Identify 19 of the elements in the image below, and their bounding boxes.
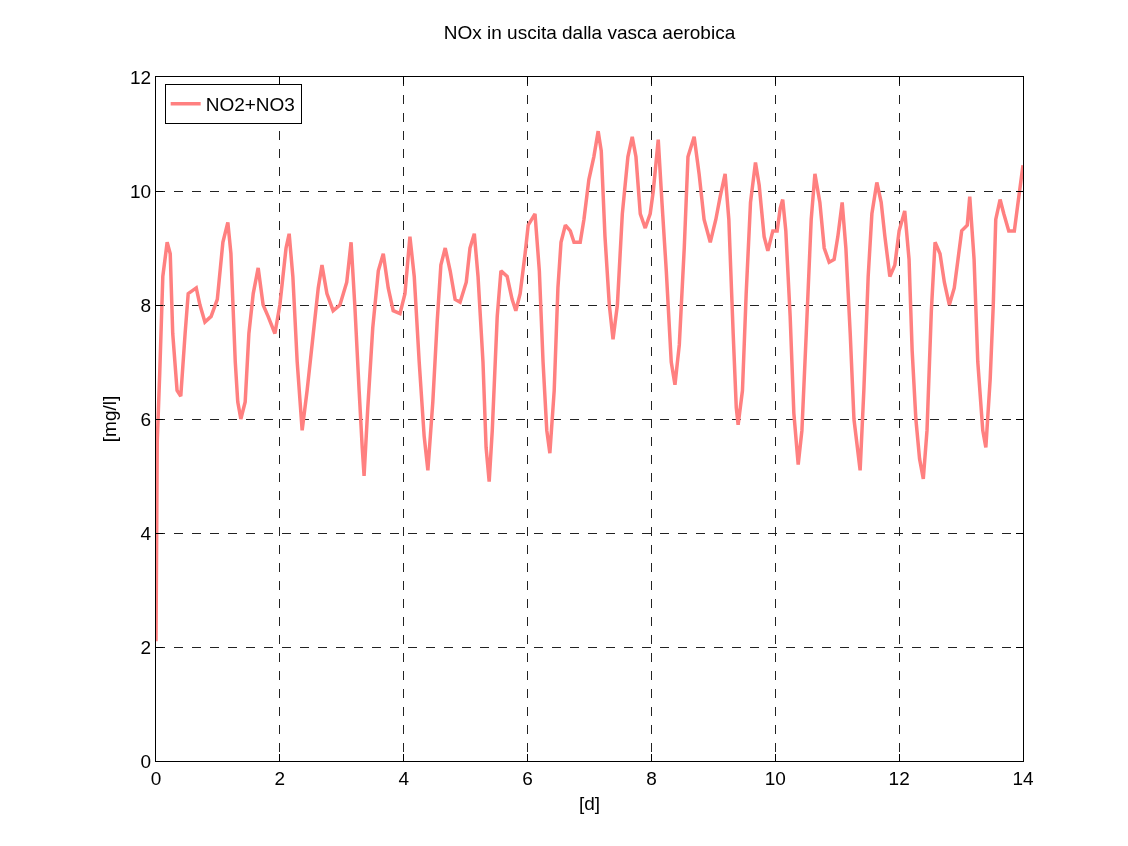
y-tick-label: 12 bbox=[129, 66, 152, 88]
x-tick-label: 10 bbox=[764, 767, 786, 789]
line-series bbox=[156, 129, 1023, 644]
y-tick-label: 2 bbox=[140, 636, 152, 658]
x-tick-label: 2 bbox=[274, 767, 286, 789]
y-axis-title: [mg/l] bbox=[98, 395, 120, 443]
chart-title: NOx in uscita dalla vasca aerobica bbox=[443, 21, 736, 43]
x-tick-label: 4 bbox=[398, 767, 410, 789]
x-tick-label: 6 bbox=[522, 767, 533, 789]
x-axis-title: [d] bbox=[578, 792, 601, 814]
x-tick-label: 8 bbox=[646, 767, 657, 789]
x-tick-label: 12 bbox=[888, 767, 910, 789]
y-tick-label: 10 bbox=[129, 180, 152, 202]
y-tick-label: 0 bbox=[140, 750, 152, 772]
x-tick-label: 14 bbox=[1012, 767, 1034, 789]
y-tick-label: 6 bbox=[140, 408, 152, 430]
legend-label: NO2+NO3 bbox=[205, 94, 295, 116]
y-tick-label: 8 bbox=[140, 294, 152, 316]
y-tick-label: 4 bbox=[140, 522, 152, 544]
